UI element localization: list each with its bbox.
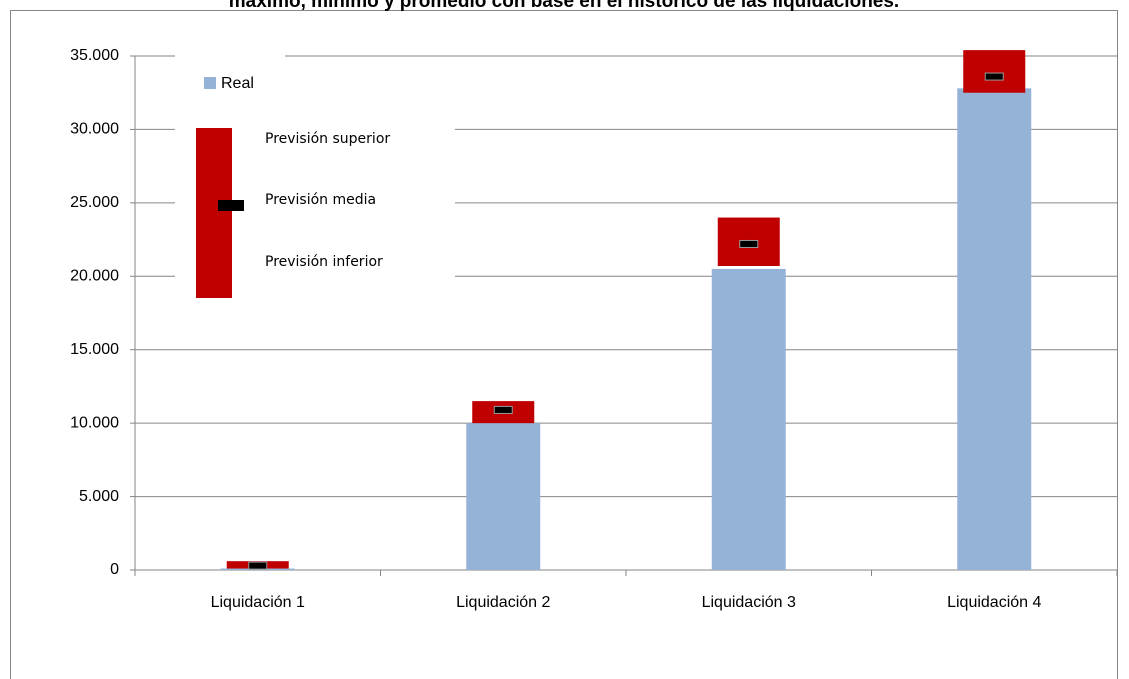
chart-title: máximo, mínimo y promedio con base en el… [229, 0, 899, 12]
y-tick-label: 5.000 [79, 488, 119, 505]
x-tick-label: Liquidación 4 [947, 594, 1041, 611]
x-tick-label: Liquidación 3 [702, 594, 796, 611]
forecast-mean [493, 405, 513, 414]
bar [711, 268, 786, 570]
marks [220, 50, 1032, 571]
legend-label: Previsión superior [265, 131, 390, 147]
bar [466, 423, 541, 570]
y-tick-label: 20.000 [70, 268, 119, 285]
x-tick-label: Liquidación 1 [211, 594, 305, 611]
legend: Real Previsión superior Previsión media Pre… [175, 45, 455, 310]
forecast-mean [739, 239, 759, 248]
forecast-mean [248, 561, 268, 570]
y-tick-label: 15.000 [70, 341, 119, 358]
y-tick-label: 30.000 [70, 121, 119, 138]
forecast-range [963, 50, 1026, 93]
legend-label: Previsión inferior [265, 254, 383, 270]
legend-label: Real [221, 75, 254, 92]
y-tick-label: 10.000 [70, 414, 119, 431]
bar [957, 88, 1032, 571]
legend-swatch [204, 77, 216, 89]
y-tick-label: 25.000 [70, 194, 119, 211]
forecast-mean [984, 72, 1004, 81]
y-tick-label: 35.000 [70, 47, 119, 64]
legend-label: Previsión media [265, 192, 376, 208]
legend-bg [175, 45, 285, 105]
legend-swatch [196, 128, 232, 298]
y-tick-label: 0 [110, 561, 119, 578]
x-tick-label: Liquidación 2 [456, 594, 550, 611]
legend-swatch [218, 200, 244, 211]
